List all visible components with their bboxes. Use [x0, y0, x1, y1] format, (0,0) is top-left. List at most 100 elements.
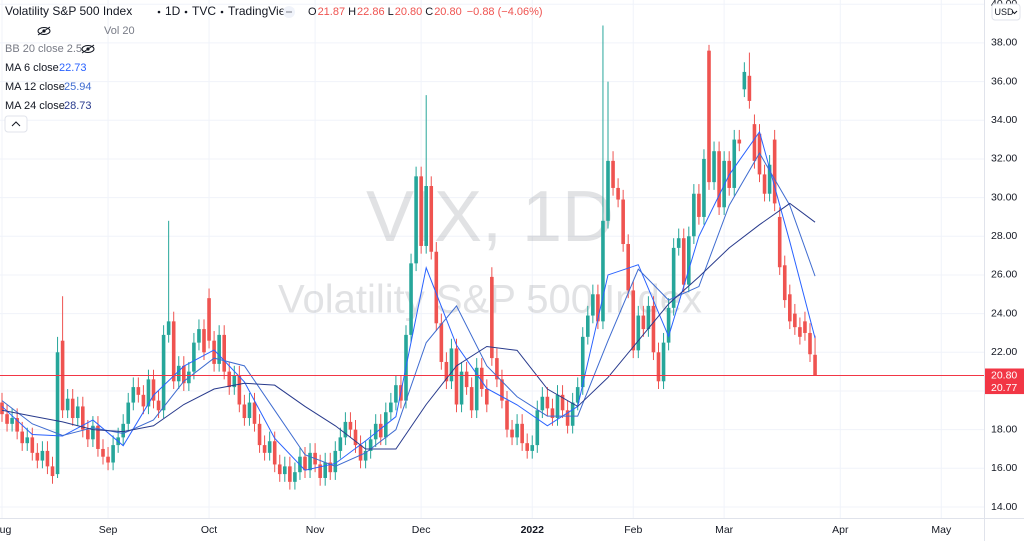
candle-body: [606, 160, 610, 221]
eye-icon[interactable]: [37, 26, 51, 36]
candle-body: [469, 387, 474, 411]
candle-body: [257, 423, 262, 446]
collapse-button[interactable]: [4, 115, 28, 133]
y-tick-label: 18.00: [991, 423, 1017, 435]
currency[interactable]: USD: [994, 7, 1014, 17]
candle-body: [227, 371, 232, 388]
candle-body: [479, 367, 484, 390]
last-price-label: 20.80: [991, 369, 1017, 381]
x-tick-label: Sep: [99, 524, 118, 536]
candle-body: [500, 379, 504, 401]
candle-body: [101, 448, 105, 457]
candle-body: [580, 336, 585, 388]
eye-icon[interactable]: [81, 44, 95, 54]
candle-body: [545, 396, 550, 409]
source: TradingView: [228, 4, 294, 18]
candle-body: [348, 421, 353, 430]
candle-body: [459, 371, 464, 405]
candle-body: [20, 431, 24, 444]
exchange: TVC: [192, 4, 216, 18]
candle-body: [389, 402, 393, 413]
candle-body: [464, 371, 469, 388]
candle-body: [15, 418, 19, 432]
currency-button[interactable]: USD: [991, 3, 1021, 21]
candle-body: [535, 410, 540, 446]
candle-body: [777, 216, 782, 268]
candle-body: [681, 238, 686, 285]
candle-body: [712, 151, 716, 183]
ohlc-key: H: [348, 6, 356, 18]
candle-body: [687, 236, 691, 285]
candle-body: [570, 402, 575, 426]
candle-body: [232, 375, 237, 388]
y-tick-label: 14.00: [991, 501, 1017, 513]
candle-body: [277, 464, 282, 475]
strike: [81, 44, 95, 54]
y-tick-label: 30.00: [991, 191, 1017, 203]
grid: [0, 0, 984, 518]
x-tick-label: Feb: [624, 524, 642, 536]
candle-body: [96, 425, 100, 449]
candle-body: [106, 456, 110, 463]
candle-body: [75, 406, 80, 419]
candle-body: [586, 315, 590, 337]
change: −0.88 (−4.06%): [467, 6, 543, 18]
candle-body: [353, 429, 358, 446]
candle-body: [10, 418, 14, 424]
collapse-chevron: [11, 121, 21, 127]
x-tick-label: Mar: [715, 524, 734, 536]
candle-body: [575, 387, 580, 403]
candle-body: [601, 220, 605, 322]
candle-body: [591, 294, 595, 316]
candle-body: [182, 365, 186, 384]
candle-body: [560, 394, 565, 411]
y-tick-label: 22.00: [991, 346, 1017, 358]
candle-body: [732, 139, 737, 188]
currency-box[interactable]: [991, 3, 1021, 21]
candle-body: [424, 186, 428, 246]
candle-body: [303, 456, 307, 471]
candle-body: [207, 298, 211, 341]
candle-body: [308, 452, 312, 471]
strike: [37, 26, 51, 36]
candle-body: [505, 400, 509, 430]
candle-body: [50, 466, 55, 477]
candle-body: [394, 385, 398, 403]
candle-body: [656, 352, 661, 382]
candle-body: [288, 466, 292, 482]
candle-body: [65, 398, 70, 411]
candle-body: [490, 276, 494, 359]
separator: [220, 10, 224, 14]
candle-body: [793, 313, 797, 328]
candle-body: [747, 75, 752, 101]
candle-body: [55, 352, 60, 475]
candle-body: [707, 50, 711, 183]
candle-body: [217, 334, 221, 364]
candle-body: [45, 450, 50, 467]
ohlc-key: L: [388, 6, 394, 18]
candle-body: [439, 323, 444, 362]
plot-area: [0, 25, 984, 490]
y-tick-label: 16.00: [991, 462, 1017, 474]
candle-body: [651, 305, 656, 353]
candle-body: [272, 441, 277, 465]
candle-body: [621, 199, 625, 245]
candle-body: [762, 174, 767, 194]
candle-body: [146, 379, 151, 407]
candle-body: [520, 423, 524, 444]
candle-body: [676, 238, 681, 248]
candle-body: [414, 176, 418, 264]
candle-body: [702, 158, 706, 217]
candle-body: [565, 410, 570, 426]
ma-line: [1, 202, 816, 450]
candle-body: [378, 423, 383, 438]
x-tick-label: May: [931, 524, 952, 536]
candle-body: [283, 466, 287, 475]
candle-body: [510, 429, 514, 438]
candle-body: [611, 160, 615, 188]
y-tick-label: 34.00: [991, 114, 1017, 126]
candle-body: [409, 263, 413, 335]
watermark-symbol: VIX, 1D: [366, 177, 614, 257]
candle-body: [70, 398, 75, 419]
